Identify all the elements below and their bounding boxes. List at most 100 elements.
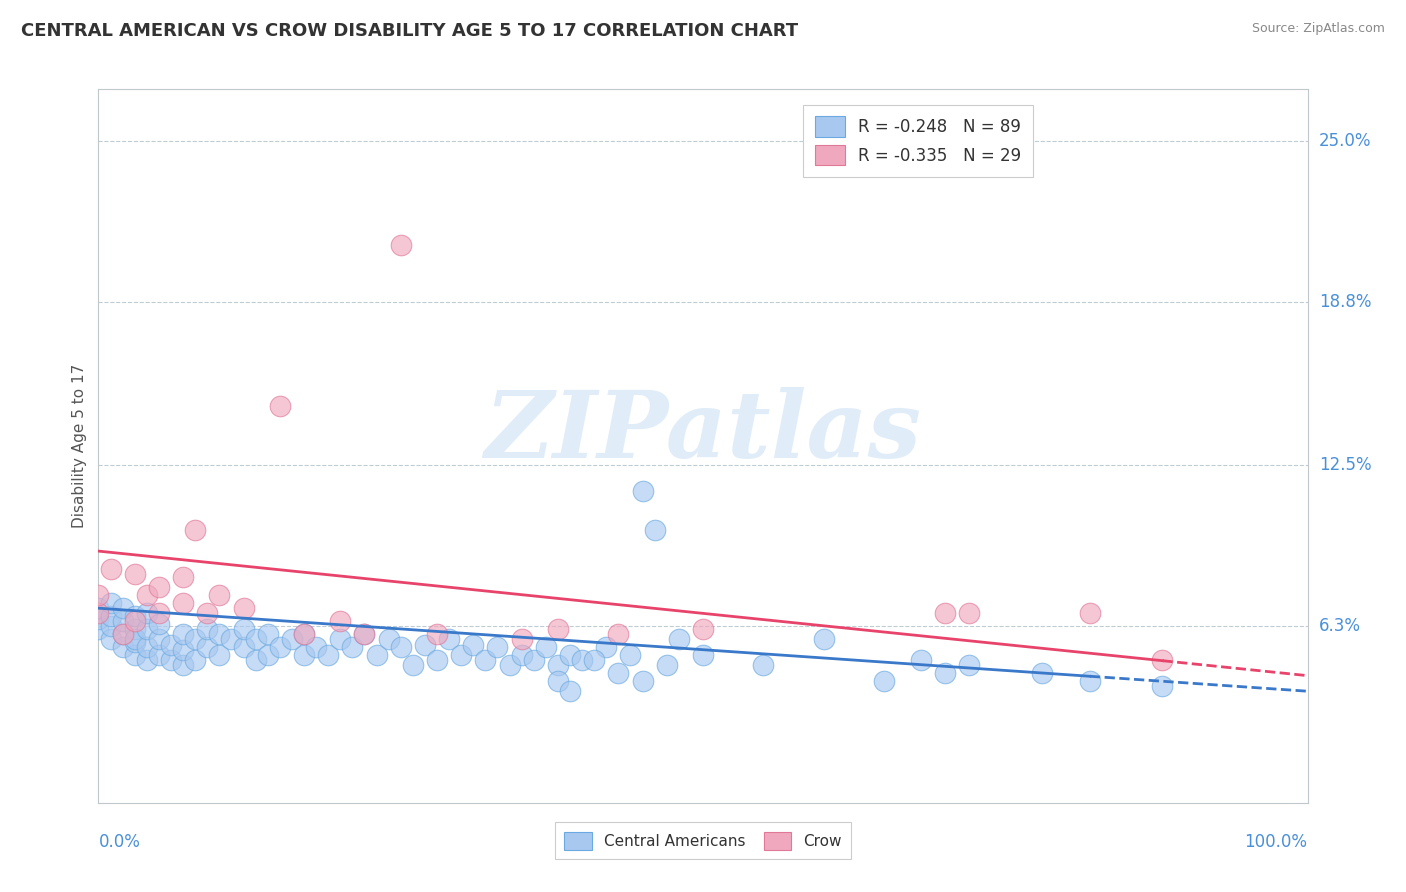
- Point: [1031, 666, 1053, 681]
- Point: [87, 611, 110, 625]
- Point: [474, 653, 496, 667]
- Point: [353, 627, 375, 641]
- Point: [172, 642, 194, 657]
- Point: [498, 658, 520, 673]
- Point: [87, 607, 110, 621]
- Point: [100, 632, 122, 647]
- Point: [135, 607, 157, 621]
- Point: [1152, 653, 1174, 667]
- Point: [547, 673, 569, 688]
- Point: [934, 666, 956, 681]
- Point: [329, 614, 352, 628]
- Point: [172, 627, 194, 641]
- Point: [1078, 607, 1101, 621]
- Point: [437, 632, 460, 647]
- Point: [148, 632, 170, 647]
- Point: [644, 524, 666, 538]
- Text: 18.8%: 18.8%: [1319, 293, 1371, 311]
- Point: [124, 614, 146, 628]
- Point: [124, 635, 146, 649]
- Point: [184, 632, 207, 647]
- Point: [486, 640, 509, 654]
- Point: [100, 596, 122, 610]
- Point: [160, 638, 183, 652]
- Point: [316, 648, 339, 662]
- Point: [607, 666, 630, 681]
- Point: [426, 627, 449, 641]
- Point: [281, 632, 304, 647]
- Text: 100.0%: 100.0%: [1244, 833, 1308, 851]
- Point: [631, 673, 654, 688]
- Point: [523, 653, 546, 667]
- Point: [184, 524, 207, 538]
- Point: [910, 653, 932, 667]
- Point: [111, 627, 134, 641]
- Point: [245, 653, 267, 667]
- Point: [124, 609, 146, 624]
- Point: [510, 632, 533, 647]
- Text: Source: ZipAtlas.com: Source: ZipAtlas.com: [1251, 22, 1385, 36]
- Point: [87, 588, 110, 602]
- Point: [752, 658, 775, 673]
- Point: [305, 640, 328, 654]
- Point: [124, 622, 146, 636]
- Point: [463, 638, 485, 652]
- Point: [510, 648, 533, 662]
- Point: [692, 648, 714, 662]
- Point: [292, 627, 315, 641]
- Point: [342, 640, 364, 654]
- Point: [135, 588, 157, 602]
- Text: 0.0%: 0.0%: [98, 833, 141, 851]
- Point: [389, 640, 412, 654]
- Point: [402, 658, 425, 673]
- Point: [957, 607, 980, 621]
- Point: [1078, 673, 1101, 688]
- Point: [668, 632, 690, 647]
- Point: [534, 640, 557, 654]
- Point: [292, 627, 315, 641]
- Point: [873, 673, 896, 688]
- Point: [547, 658, 569, 673]
- Point: [450, 648, 472, 662]
- Point: [269, 640, 291, 654]
- Point: [232, 640, 254, 654]
- Point: [100, 609, 122, 624]
- Point: [111, 601, 134, 615]
- Point: [692, 622, 714, 636]
- Text: CENTRAL AMERICAN VS CROW DISABILITY AGE 5 TO 17 CORRELATION CHART: CENTRAL AMERICAN VS CROW DISABILITY AGE …: [21, 22, 799, 40]
- Point: [184, 653, 207, 667]
- Text: 25.0%: 25.0%: [1319, 132, 1371, 150]
- Point: [256, 627, 278, 641]
- Point: [413, 638, 436, 652]
- Point: [195, 622, 218, 636]
- Point: [595, 640, 617, 654]
- Point: [124, 632, 146, 647]
- Point: [558, 684, 581, 698]
- Point: [232, 622, 254, 636]
- Point: [172, 596, 194, 610]
- Point: [813, 632, 835, 647]
- Point: [100, 562, 122, 576]
- Point: [631, 484, 654, 499]
- Point: [655, 658, 678, 673]
- Point: [558, 648, 581, 662]
- Point: [269, 399, 291, 413]
- Point: [607, 627, 630, 641]
- Point: [135, 653, 157, 667]
- Point: [245, 632, 267, 647]
- Point: [934, 607, 956, 621]
- Point: [232, 601, 254, 615]
- Point: [583, 653, 606, 667]
- Point: [389, 238, 412, 252]
- Point: [172, 570, 194, 584]
- Point: [135, 640, 157, 654]
- Point: [547, 622, 569, 636]
- Point: [111, 614, 134, 628]
- Point: [195, 607, 218, 621]
- Point: [195, 640, 218, 654]
- Point: [208, 588, 231, 602]
- Point: [353, 627, 375, 641]
- Text: 12.5%: 12.5%: [1319, 457, 1371, 475]
- Point: [124, 648, 146, 662]
- Point: [208, 648, 231, 662]
